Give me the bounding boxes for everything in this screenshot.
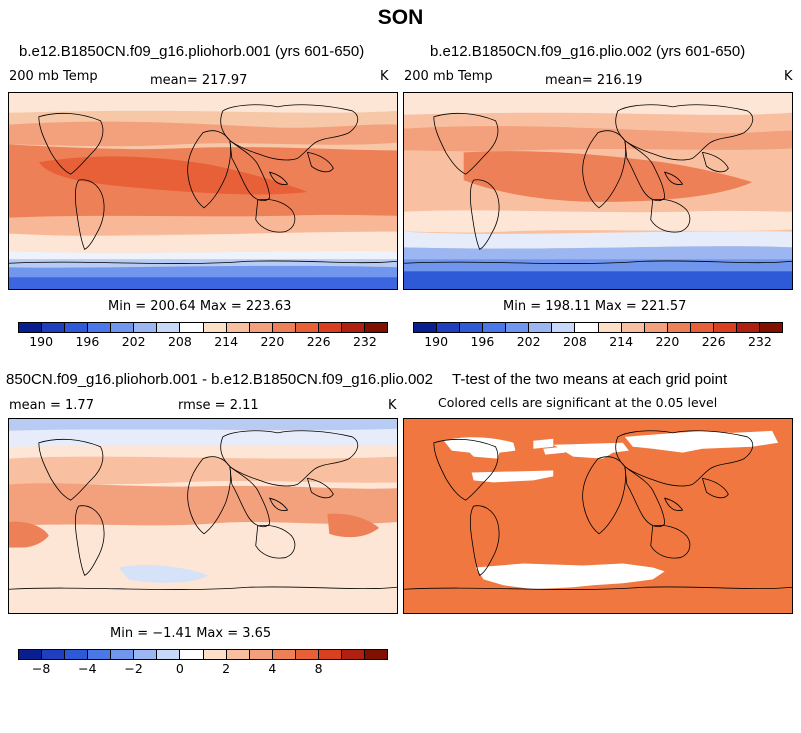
- colorbar-swatch: [318, 650, 342, 659]
- colorbar-tick-label: 0: [175, 661, 184, 676]
- colorbar-swatch: [272, 650, 296, 659]
- colorbar-swatch: [249, 323, 273, 332]
- mean-label-bottom-left: mean = 1.77: [9, 398, 94, 413]
- units-label-top-right: K: [784, 69, 793, 84]
- panel-title-top-left: b.e12.B1850CN.f09_g16.pliohorb.001 (yrs …: [19, 43, 365, 60]
- colorbar-bottom-left: [18, 649, 388, 660]
- colorbar-swatch: [180, 323, 204, 332]
- colorbar-swatch: [318, 323, 342, 332]
- colorbar-swatch: [249, 650, 273, 659]
- colorbar-swatch: [598, 323, 622, 332]
- units-label-bottom-left: K: [388, 398, 397, 413]
- colorbar-swatch: [157, 650, 181, 659]
- colorbar-swatch: [42, 650, 66, 659]
- colorbar-swatch: [341, 323, 365, 332]
- colorbar-swatch: [111, 650, 135, 659]
- colorbar-swatch: [437, 323, 461, 332]
- map-bottom-right: [403, 418, 793, 614]
- colorbar-swatch: [180, 650, 204, 659]
- colorbar-swatch: [203, 650, 227, 659]
- colorbar-tick-label: 196: [470, 334, 495, 349]
- colorbar-swatch: [713, 323, 737, 332]
- colorbar-swatch: [529, 323, 553, 332]
- figure-title: SON: [377, 6, 424, 29]
- units-label-top-left: K: [380, 69, 389, 84]
- rmse-label-bottom-left: rmse = 2.11: [178, 398, 259, 413]
- colorbar-top-left: [18, 322, 388, 333]
- colorbar-swatch: [736, 323, 760, 332]
- colorbar-swatch: [295, 650, 319, 659]
- colorbar-swatch: [272, 323, 296, 332]
- colorbar-tick-label: 190: [29, 334, 54, 349]
- map-bottom-left: [8, 418, 398, 614]
- panel-subtitle-bottom-right: Colored cells are significant at the 0.0…: [438, 395, 718, 410]
- colorbar-swatch: [552, 323, 576, 332]
- colorbar-swatch: [65, 650, 89, 659]
- colorbar-tick-label: 2: [222, 661, 231, 676]
- colorbar-swatch: [88, 323, 112, 332]
- colorbar-swatch: [295, 323, 319, 332]
- colorbar-top-right: [413, 322, 783, 333]
- variable-label-top-right: 200 mb Temp: [404, 69, 493, 84]
- stats-label-bottom-left: Min = −1.41 Max = 3.65: [110, 626, 272, 641]
- colorbar-swatch: [65, 323, 89, 332]
- mean-label-top-left: mean= 217.97: [150, 73, 248, 88]
- colorbar-tick-label: 214: [609, 334, 634, 349]
- stats-label-top-left: Min = 200.64 Max = 223.63: [108, 299, 292, 314]
- map-top-left: [8, 92, 398, 290]
- colorbar-tick-label: 226: [701, 334, 726, 349]
- colorbar-tick-label: 4: [268, 661, 277, 676]
- colorbar-tick-label: 226: [306, 334, 331, 349]
- colorbar-swatch: [667, 323, 691, 332]
- colorbar-tick-label: 232: [747, 334, 772, 349]
- colorbar-tick-label: −4: [78, 661, 97, 676]
- map-top-right: [403, 92, 793, 290]
- colorbar-swatch: [364, 323, 387, 332]
- colorbar-tick-label: 196: [75, 334, 100, 349]
- variable-label-top-left: 200 mb Temp: [9, 69, 98, 84]
- colorbar-tick-label: 214: [214, 334, 239, 349]
- colorbar-tick-label: 202: [121, 334, 146, 349]
- panel-title-bottom-right: T-test of the two means at each grid poi…: [452, 371, 728, 388]
- colorbar-swatch: [226, 650, 250, 659]
- panel-title-top-right: b.e12.B1850CN.f09_g16.plio.002 (yrs 601-…: [430, 43, 746, 60]
- colorbar-swatch: [203, 323, 227, 332]
- colorbar-swatch: [690, 323, 714, 332]
- colorbar-swatch: [134, 650, 158, 659]
- mean-label-top-right: mean= 216.19: [545, 73, 643, 88]
- colorbar-tick-label: 220: [260, 334, 285, 349]
- colorbar-swatch: [414, 323, 438, 332]
- colorbar-swatch: [88, 650, 112, 659]
- colorbar-tick-label: −2: [124, 661, 143, 676]
- colorbar-swatch: [575, 323, 599, 332]
- panel-title-bottom-left: 850CN.f09_g16.pliohorb.001 - b.e12.B1850…: [6, 371, 433, 388]
- colorbar-swatch: [157, 323, 181, 332]
- colorbar-swatch: [483, 323, 507, 332]
- colorbar-swatch: [19, 323, 43, 332]
- colorbar-swatch: [226, 323, 250, 332]
- colorbar-tick-label: 232: [352, 334, 377, 349]
- colorbar-tick-label: −8: [31, 661, 51, 676]
- colorbar-swatch: [506, 323, 530, 332]
- colorbar-swatch: [759, 323, 782, 332]
- colorbar-swatch: [364, 650, 387, 659]
- colorbar-tick-label: 220: [655, 334, 680, 349]
- colorbar-swatch: [134, 323, 158, 332]
- colorbar-tick-label: 202: [516, 334, 541, 349]
- colorbar-swatch: [42, 323, 66, 332]
- colorbar-tick-label: 8: [314, 661, 323, 676]
- colorbar-tick-label: 208: [562, 334, 587, 349]
- colorbar-swatch: [621, 323, 645, 332]
- colorbar-tick-label: 208: [167, 334, 192, 349]
- colorbar-swatch: [341, 650, 365, 659]
- colorbar-swatch: [644, 323, 668, 332]
- colorbar-swatch: [460, 323, 484, 332]
- colorbar-swatch: [111, 323, 135, 332]
- colorbar-tick-label: 190: [424, 334, 449, 349]
- stats-label-top-right: Min = 198.11 Max = 221.57: [503, 299, 687, 314]
- colorbar-swatch: [19, 650, 43, 659]
